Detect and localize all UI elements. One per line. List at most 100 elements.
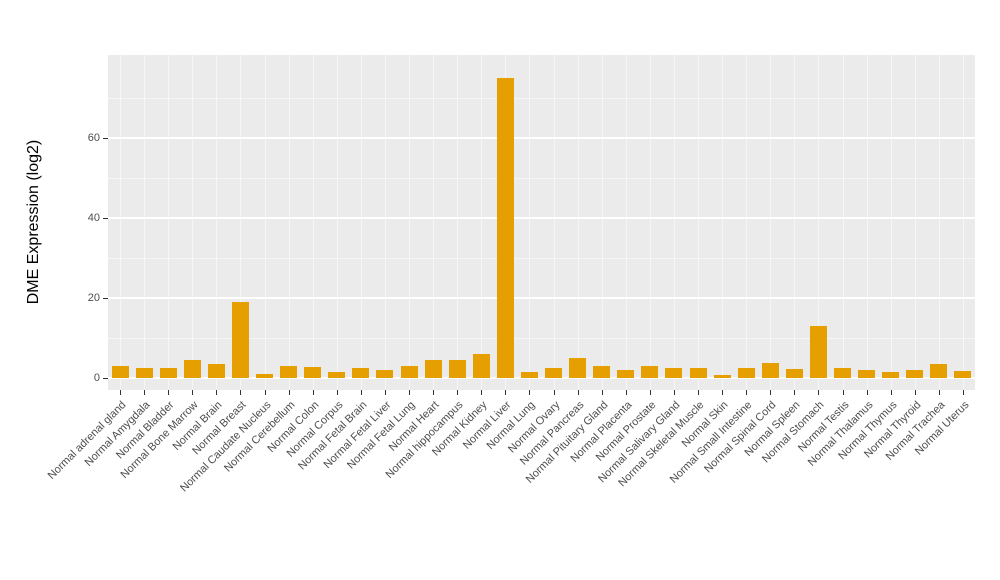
x-tick-mark — [867, 390, 868, 395]
bar — [617, 370, 634, 378]
y-tick-label: 0 — [93, 372, 100, 384]
bar — [690, 368, 707, 378]
gridline-vertical — [240, 55, 241, 390]
bar — [401, 366, 418, 378]
gridline-vertical — [963, 55, 964, 390]
bar — [160, 368, 177, 378]
x-tick-mark — [939, 390, 940, 395]
x-tick-mark — [505, 390, 506, 395]
x-tick-mark — [915, 390, 916, 395]
x-tick-mark — [337, 390, 338, 395]
x-tick-mark — [554, 390, 555, 395]
x-tick-mark — [192, 390, 193, 395]
x-tick-mark — [746, 390, 747, 395]
x-tick-mark — [120, 390, 121, 395]
x-tick-mark — [650, 390, 651, 395]
y-axis-title: DME Expression (log2) — [25, 139, 42, 305]
gridline-minor — [108, 258, 975, 259]
gridline-vertical — [794, 55, 795, 390]
gridline-vertical — [385, 55, 386, 390]
x-tick-mark — [578, 390, 579, 395]
gridline-vertical — [746, 55, 747, 390]
bar — [256, 374, 273, 378]
gridline-minor — [108, 338, 975, 339]
gridline-vertical — [915, 55, 916, 390]
bar — [425, 360, 442, 378]
bar — [184, 360, 201, 378]
bar — [232, 302, 249, 378]
gridline-major — [108, 217, 975, 219]
x-tick-mark — [265, 390, 266, 395]
gridline-vertical — [770, 55, 771, 390]
x-tick-mark — [385, 390, 386, 395]
bar — [714, 375, 731, 378]
gridline-vertical — [409, 55, 410, 390]
x-tick-mark — [433, 390, 434, 395]
x-tick-mark — [626, 390, 627, 395]
bar — [328, 372, 345, 378]
bar — [882, 372, 899, 378]
gridline-minor — [108, 98, 975, 99]
bar — [641, 366, 658, 378]
bar — [665, 368, 682, 378]
gridline-vertical — [433, 55, 434, 390]
gridline-vertical — [554, 55, 555, 390]
bar — [521, 372, 538, 378]
bar — [112, 366, 129, 378]
y-tick-mark — [103, 298, 108, 299]
bar — [930, 364, 947, 378]
bar — [738, 368, 755, 378]
gridline-vertical — [722, 55, 723, 390]
bar — [352, 368, 369, 378]
gridline-vertical — [289, 55, 290, 390]
x-tick-mark — [794, 390, 795, 395]
x-tick-mark — [770, 390, 771, 395]
gridline-vertical — [650, 55, 651, 390]
gridline-vertical — [674, 55, 675, 390]
x-tick-mark — [818, 390, 819, 395]
bar — [810, 326, 827, 378]
y-tick-mark — [103, 138, 108, 139]
gridline-vertical — [361, 55, 362, 390]
gridline-vertical — [192, 55, 193, 390]
y-tick-label: 60 — [87, 132, 100, 144]
x-tick-mark — [602, 390, 603, 395]
x-tick-mark — [457, 390, 458, 395]
bar — [304, 367, 321, 378]
bar — [449, 360, 466, 378]
bar — [569, 358, 586, 378]
x-tick-mark — [240, 390, 241, 395]
x-tick-mark — [698, 390, 699, 395]
x-tick-mark — [313, 390, 314, 395]
x-tick-mark — [529, 390, 530, 395]
x-tick-mark — [843, 390, 844, 395]
gridline-vertical — [481, 55, 482, 390]
bar — [593, 366, 610, 378]
gridline-major — [108, 377, 975, 379]
bar — [136, 368, 153, 378]
x-tick-mark — [481, 390, 482, 395]
gridline-vertical — [313, 55, 314, 390]
y-tick-label: 20 — [87, 292, 100, 304]
gridline-vertical — [120, 55, 121, 390]
gridline-vertical — [843, 55, 844, 390]
gridline-vertical — [337, 55, 338, 390]
bar — [786, 369, 803, 378]
gridline-vertical — [216, 55, 217, 390]
x-tick-mark — [289, 390, 290, 395]
bar — [376, 370, 393, 378]
x-tick-mark — [722, 390, 723, 395]
gridline-vertical — [265, 55, 266, 390]
plot-panel — [108, 55, 975, 390]
gridline-vertical — [698, 55, 699, 390]
gridline-minor — [108, 178, 975, 179]
gridline-vertical — [867, 55, 868, 390]
gridline-vertical — [939, 55, 940, 390]
gridline-vertical — [457, 55, 458, 390]
y-tick-mark — [103, 218, 108, 219]
bar — [762, 363, 779, 378]
gridline-major — [108, 137, 975, 139]
x-tick-mark — [674, 390, 675, 395]
gridline-vertical — [529, 55, 530, 390]
